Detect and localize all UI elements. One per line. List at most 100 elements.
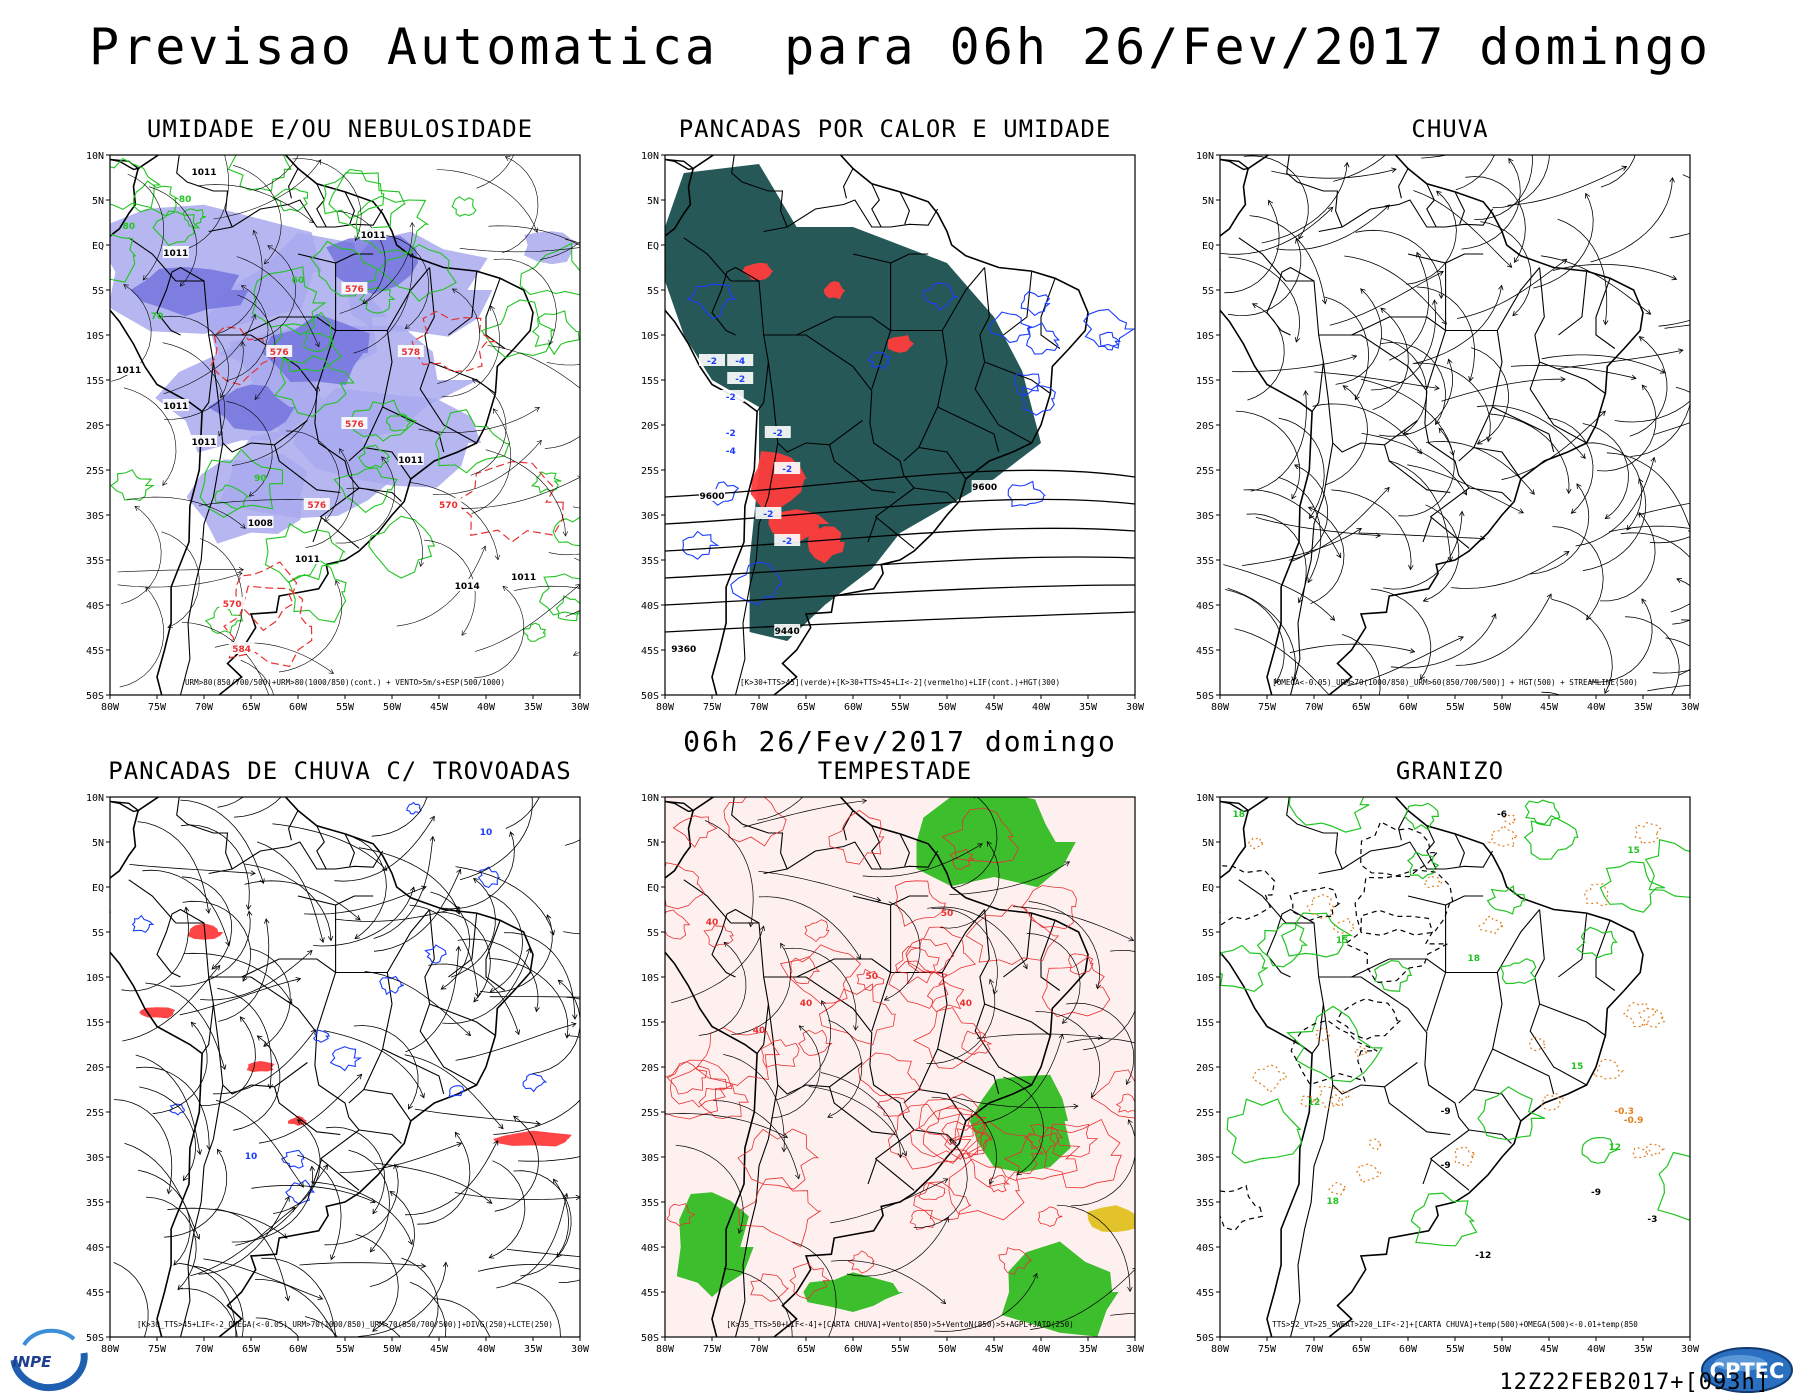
streamline-arrow [474,992,481,999]
streamline [1278,417,1325,519]
wind-contour [998,1247,1033,1275]
humidity-contour [227,155,292,192]
streamline [1647,684,1690,692]
lat-tick-label: 30S [86,511,104,522]
streamline-arrow [1728,535,1730,540]
lifted-index-contour [730,561,783,606]
lat-tick-label: 5S [92,286,104,297]
convective-area [287,1115,308,1126]
temp-850-contour [1524,799,1561,827]
streamline [1588,598,1653,683]
lat-tick-label: 10S [1196,973,1214,984]
streamline-arrow [562,531,568,537]
streamline [382,234,430,329]
streamline [190,1207,296,1277]
humidity-contour [204,605,244,635]
streamline-arrow [1650,456,1656,463]
streamline [1600,512,1656,602]
humidity-contour [333,467,398,514]
streamline [285,430,340,522]
streamline-arrow [1274,678,1280,685]
streamline-arrow [1525,128,1530,133]
temp-850-contour [1226,1098,1303,1164]
streamline-arrow [1402,429,1409,435]
streamline-arrow [1434,385,1440,391]
height-contour [665,469,1135,498]
streamline-arrow [281,1233,288,1239]
streamline-arrow [308,217,315,223]
lat-tick-label: 10S [86,331,104,342]
streamline-arrow [598,1271,603,1276]
country-border [763,841,939,875]
humidity-contour [182,208,207,228]
streamline [117,569,244,573]
country-border [941,909,986,973]
streamline [474,586,525,678]
lat-tick-label: 10N [1196,793,1214,804]
streamline-arrow [498,1123,504,1130]
streamline-arrow [354,235,360,242]
wind-contour [1003,1132,1081,1180]
streamline [225,285,269,382]
streamline [409,904,479,998]
streamline [255,1317,300,1337]
streamline [1390,613,1496,669]
lon-tick-label: 50W [938,702,957,713]
country-border [1454,191,1465,225]
wind-contour [949,848,975,870]
lat-tick-label: 25S [86,466,104,477]
streamline [1407,464,1524,514]
streamline [471,408,512,514]
lat-tick-label: 40S [86,1243,104,1254]
country-border [1473,446,1522,480]
omega-contour [1248,837,1264,850]
coastline-central-america [665,800,695,813]
streamline [487,894,524,993]
lon-tick-label: 35W [1079,1344,1098,1355]
streamline [180,799,264,884]
streamline-arrow [1409,648,1416,654]
streamline [162,315,229,398]
humidity-contour [288,558,347,623]
lon-tick-label: 40W [1032,1344,1051,1355]
humidity-contour [368,515,436,579]
divergence-contour [169,1103,186,1116]
streamline-arrow [1127,1286,1133,1293]
contour-label: 40 [753,1026,766,1036]
streamline [364,971,471,1036]
height-contour [665,527,1135,552]
streamline [1558,349,1683,369]
lat-tick-label: 5S [647,286,659,297]
contour-label: 576 [307,501,326,511]
lon-tick-label: 60W [844,1344,863,1355]
contour-label: 9360 [671,645,696,655]
lat-tick-label: 30S [641,511,659,522]
jet-stream-area [676,1192,754,1297]
streamline-arrow [1438,270,1445,276]
streamline-arrow [263,1041,269,1047]
lat-tick-label: 30S [1196,1153,1214,1164]
lat-tick-label: 15S [1196,1018,1214,1029]
lifted-index-contour [1020,291,1051,317]
streamline [771,1025,821,1119]
streamline [121,907,189,992]
streamline [949,861,1070,895]
contour-label: 12 [1308,1098,1321,1108]
streamline [1333,155,1386,182]
lat-tick-label: 10S [641,331,659,342]
streamline-arrow [232,1360,236,1365]
lat-tick-label: 30S [1196,511,1214,522]
contour-label: 15 [1627,846,1640,856]
streamline-arrow [481,545,487,552]
humidity-contour [451,196,477,217]
streamline [931,1096,997,1185]
streamline [1378,359,1454,437]
wind-contour [922,1105,986,1164]
streamline-arrow [581,245,586,250]
streamline [178,1262,237,1337]
streamline-arrow [1436,190,1442,197]
country-border [1398,168,1409,199]
country-border [1454,833,1465,867]
country-border [918,446,967,480]
contour-label: 1014 [455,582,480,592]
